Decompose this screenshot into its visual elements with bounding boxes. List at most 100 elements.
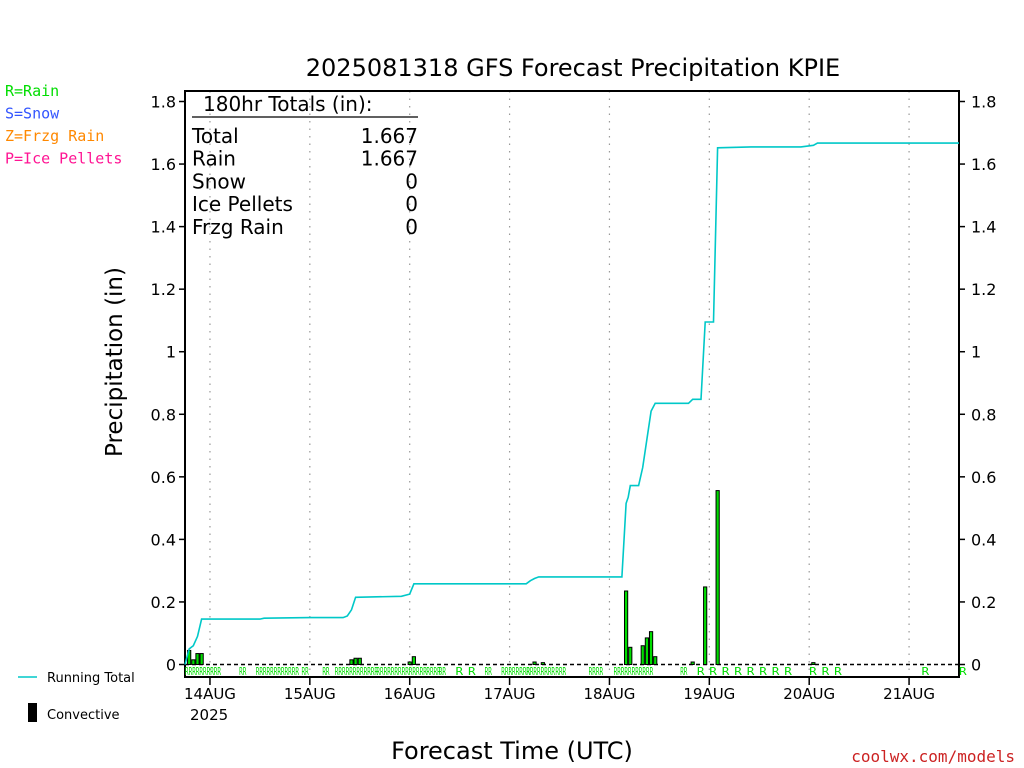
precip-type-legend-item: S=Snow xyxy=(5,105,60,123)
legend-bar-swatch xyxy=(28,703,37,722)
precip-bar xyxy=(623,590,629,665)
precip-type-marker: R xyxy=(734,665,742,678)
y-tick-label-right: 0.2 xyxy=(971,593,996,612)
precip-type-marker: R xyxy=(959,665,967,678)
precip-type-legend-item: Z=Frzg Rain xyxy=(5,127,104,145)
y-tick-label-right: 1.8 xyxy=(971,93,996,112)
totals-row-label: Ice Pellets xyxy=(192,192,293,216)
y-tick-label-right: 0.4 xyxy=(971,530,996,549)
precip-bar xyxy=(628,646,633,666)
legend-convective-label: Convective xyxy=(47,708,120,723)
precip-type-marker: RRRR xyxy=(426,665,441,678)
y-tick-label-right: 1.4 xyxy=(971,218,996,237)
precip-type-marker: R xyxy=(784,665,792,678)
y-tick-label-left: 0 xyxy=(166,656,176,675)
y-tick-label-left: 0.6 xyxy=(151,468,176,487)
x-tick-label: 19AUG xyxy=(683,685,735,703)
precip-type-marker: R xyxy=(468,665,476,678)
precip-type-marker: RR xyxy=(239,665,246,678)
precip-bar xyxy=(407,661,412,666)
y-tick-label-right: 1 xyxy=(971,343,981,362)
y-tick-label-left: 1.2 xyxy=(151,280,176,299)
x-tick-label: 20AUG xyxy=(783,685,835,703)
y-tick-label-left: 1.4 xyxy=(151,218,176,237)
y-tick-label-right: 0.6 xyxy=(971,468,996,487)
y-tick-label-left: 1.8 xyxy=(151,93,176,112)
precip-bar xyxy=(811,662,816,666)
x-tick-label: 16AUG xyxy=(384,685,436,703)
precip-type-marker: RR xyxy=(439,665,446,678)
totals-row-value: 0 xyxy=(405,169,418,193)
precip-type-marker: R xyxy=(922,665,930,678)
precip-bar xyxy=(644,637,650,665)
plot-frame xyxy=(184,90,960,678)
precip-type-marker: RRRRRRRR xyxy=(501,665,530,678)
precip-type-marker: R xyxy=(759,665,767,678)
precip-bar xyxy=(411,656,416,665)
legend-running-total-label: Running Total xyxy=(47,671,135,686)
precip-type-marker: RRRRRRRRRRRR xyxy=(256,665,299,678)
precip-type-marker: RRRRRRRRRRRRRR xyxy=(376,665,427,678)
precip-bar xyxy=(532,661,537,666)
y-tick-label-left: 0.4 xyxy=(151,530,176,549)
precip-type-marker: R xyxy=(834,665,842,678)
precip-type-marker: RR xyxy=(485,665,492,678)
plot-area: 0 00.2 0.20.4 0.40.6 0.60.8 0.81 11.2 1.21.4 1.4… xyxy=(5,82,996,723)
y-tick-label-left: 0.8 xyxy=(151,405,176,424)
precip-bar xyxy=(349,659,354,666)
totals-row-value: 0 xyxy=(405,192,418,216)
totals-row-label: Frzg Rain xyxy=(192,215,284,239)
precip-type-marker: R xyxy=(709,665,717,678)
precip-type-marker: RRR xyxy=(555,665,566,678)
watermark: coolwx.com/models xyxy=(851,747,1015,766)
x-tick-label: 17AUG xyxy=(484,685,536,703)
x-tick-label: 18AUG xyxy=(583,685,635,703)
x-axis-label: Forecast Time (UTC) xyxy=(391,737,633,765)
precip-type-marker: RRRRRRRRRR xyxy=(185,665,221,678)
precip-bar xyxy=(640,645,645,666)
precip-bar xyxy=(357,657,362,666)
precip-type-marker: R xyxy=(822,665,830,678)
y-tick-label-left: 1.6 xyxy=(151,155,176,174)
totals-row-value: 0 xyxy=(405,215,418,239)
x-tick-label: 14AUG xyxy=(184,685,236,703)
precip-bar xyxy=(653,656,658,665)
y-tick-label-left: 1 xyxy=(166,343,176,362)
precip-bar xyxy=(195,653,200,666)
totals-row-label: Snow xyxy=(192,169,246,193)
y-tick-label-right: 0 xyxy=(971,656,981,675)
chart-title: 2025081318 GFS Forecast Precipitation KP… xyxy=(306,54,840,82)
precip-type-marker: RR xyxy=(680,665,687,678)
precip-bar xyxy=(191,659,196,666)
precip-type-marker: R xyxy=(697,665,705,678)
totals-row-label: Rain xyxy=(192,147,236,171)
totals-heading: 180hr Totals (in): xyxy=(203,92,373,116)
x-tick-label: 15AUG xyxy=(284,685,336,703)
precip-bar xyxy=(540,662,545,666)
y-tick-label-right: 0.8 xyxy=(971,405,996,424)
precip-bar xyxy=(690,661,695,666)
x-tick-label: 21AUG xyxy=(883,685,935,703)
precip-bar xyxy=(648,631,654,665)
totals-row-value: 1.667 xyxy=(361,124,418,148)
y-tick-label-right: 1.2 xyxy=(971,280,996,299)
y-axis-label: Precipitation (in) xyxy=(102,267,128,457)
precip-bar xyxy=(353,657,358,666)
precip-bar xyxy=(703,586,708,665)
precip-type-marker: RRRRRRRRRRRR xyxy=(335,665,378,678)
running-total-line xyxy=(184,142,959,665)
totals-row-value: 1.667 xyxy=(361,147,418,171)
precip-type-marker: R xyxy=(722,665,730,678)
precip-type-marker: RRRRRRRRRRR xyxy=(614,665,654,678)
totals-row-label: Total xyxy=(191,124,239,148)
y-tick-label-left: 0.2 xyxy=(151,593,176,612)
precip-type-marker: R xyxy=(809,665,817,678)
precip-type-legend-item: R=Rain xyxy=(5,82,59,100)
precip-type-legend-item: P=Ice Pellets xyxy=(5,150,122,168)
precip-type-marker: RR xyxy=(302,665,309,678)
precip-type-marker: RRRRRRRR xyxy=(526,665,555,678)
precip-type-marker: RRRR xyxy=(589,665,604,678)
precip-type-marker: RR xyxy=(322,665,329,678)
y-tick-label-right: 1.6 xyxy=(971,155,996,174)
